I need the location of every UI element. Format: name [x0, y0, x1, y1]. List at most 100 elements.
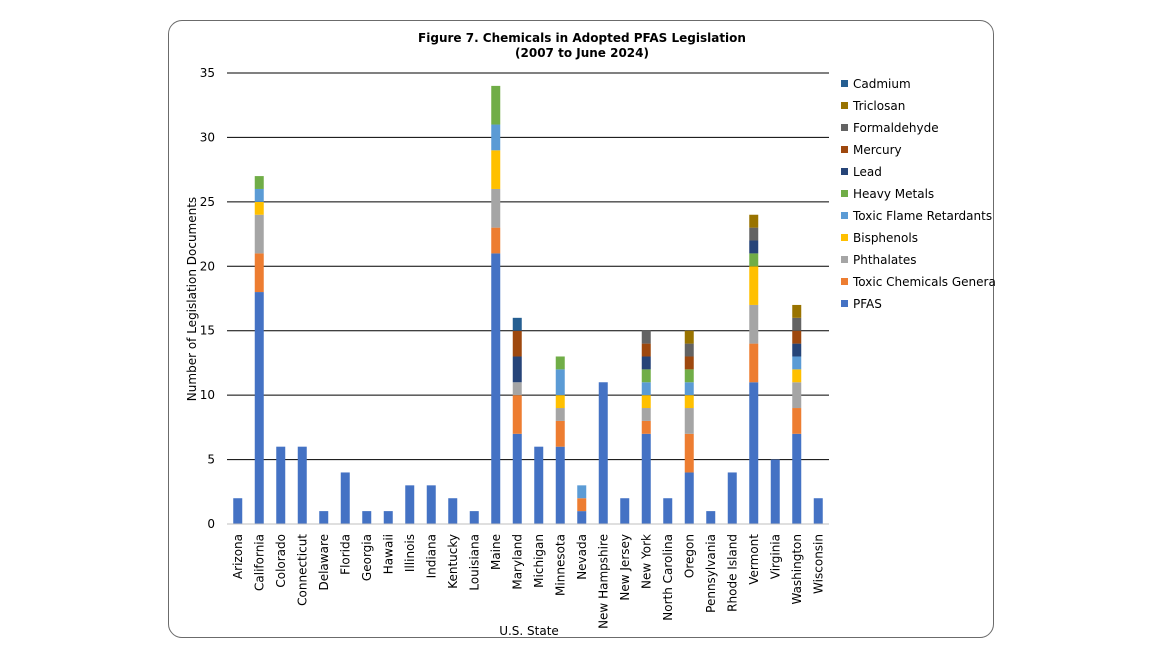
bar-segment [684, 408, 694, 434]
bar-segment [749, 240, 759, 254]
bar-segment [555, 420, 565, 447]
y-tick-label: 25 [200, 195, 215, 209]
bar-segment [534, 446, 544, 524]
bar-segment [555, 356, 565, 370]
legend-label: Formaldehyde [853, 121, 939, 135]
x-tick-label: Maine [489, 534, 503, 570]
bar-segment [641, 382, 651, 396]
legend: Cadmium Triclosan Formaldehyde Mercury Lead H… [841, 77, 995, 311]
bar-segment [555, 446, 565, 524]
x-axis-ticks: Arizona California Colorado Connecticut Dela… [231, 534, 826, 629]
bar-segment [727, 472, 737, 524]
bars [233, 85, 823, 524]
bar-segment [254, 292, 264, 524]
legend-swatch [841, 80, 848, 87]
bar-segment [512, 330, 522, 357]
bar-segment [491, 227, 501, 254]
bar-segment [577, 485, 587, 499]
bar-segment [792, 317, 802, 331]
x-tick-label: Vermont [747, 534, 761, 585]
bar-segment [792, 330, 802, 344]
bar-segment [813, 498, 823, 524]
bar-segment [577, 511, 587, 524]
bar-segment [749, 304, 759, 344]
stacked-bar-chart: Figure 7. Chemicals in Adopted PFAS Legi… [185, 31, 995, 638]
bar-segment [792, 304, 802, 318]
bar-segment [749, 382, 759, 524]
y-tick-label: 20 [200, 259, 215, 273]
bar-segment [792, 433, 802, 524]
x-tick-label: Delaware [317, 534, 331, 591]
y-tick-label: 0 [207, 517, 215, 531]
legend-label: PFAS [853, 297, 882, 311]
bar-segment [448, 498, 458, 524]
bar-segment [749, 266, 759, 305]
x-tick-label: Pennsylvania [704, 534, 718, 613]
bar-segment [491, 150, 501, 189]
x-tick-label: Louisiana [467, 534, 481, 591]
bar-segment [297, 446, 307, 524]
bar-segment [405, 485, 415, 524]
bar-segment [555, 369, 565, 396]
x-tick-label: Kentucky [446, 534, 460, 589]
legend-label: Bisphenols [853, 231, 918, 245]
y-axis-title: Number of Legislation Documents [185, 197, 199, 401]
x-tick-label: Maryland [510, 534, 524, 590]
bar-segment [491, 85, 501, 125]
legend-swatch [841, 190, 848, 197]
x-tick-label: North Carolina [661, 534, 675, 621]
legend-label: Lead [853, 165, 882, 179]
y-tick-label: 10 [200, 388, 215, 402]
legend-label: Heavy Metals [853, 187, 934, 201]
x-tick-label: Hawaii [381, 534, 395, 574]
bar-segment [770, 459, 780, 524]
legend-swatch [841, 168, 848, 175]
bar-segment [684, 433, 694, 473]
bar-segment [362, 511, 372, 524]
x-tick-label: Georgia [360, 534, 374, 581]
bar-segment [426, 485, 436, 524]
x-tick-label: Arizona [231, 534, 245, 579]
legend-label: Phthalates [853, 253, 917, 267]
legend-swatch [841, 102, 848, 109]
legend-swatch [841, 146, 848, 153]
bar-segment [491, 124, 501, 151]
bar-segment [749, 214, 759, 228]
x-tick-label: New York [639, 534, 653, 589]
y-tick-label: 35 [200, 66, 215, 80]
chart-title: Figure 7. Chemicals in Adopted PFAS Legi… [418, 31, 746, 45]
bar-segment [383, 511, 393, 524]
legend-swatch [841, 234, 848, 241]
bar-segment [706, 511, 716, 524]
bar-segment [555, 395, 565, 409]
bar-segment [684, 369, 694, 383]
gridlines [227, 72, 829, 461]
x-tick-label: Indiana [424, 534, 438, 578]
x-tick-label: Colorado [274, 534, 288, 588]
x-tick-label: Minnesota [553, 534, 567, 596]
legend-swatch [841, 212, 848, 219]
bar-segment [641, 369, 651, 383]
legend-swatch [841, 124, 848, 131]
bar-segment [641, 408, 651, 421]
bar-segment [684, 343, 694, 357]
bar-segment [276, 446, 286, 524]
x-tick-label: Florida [338, 534, 352, 575]
bar-segment [792, 343, 802, 357]
bar-segment [792, 382, 802, 409]
bar-segment [512, 382, 522, 396]
legend-swatch [841, 256, 848, 263]
x-tick-label: Rhode Island [725, 534, 739, 612]
bar-segment [512, 356, 522, 383]
y-tick-label: 5 [207, 453, 215, 467]
bar-segment [641, 420, 651, 434]
bar-segment [469, 511, 479, 524]
x-tick-label: California [252, 534, 266, 591]
bar-segment [684, 395, 694, 409]
bar-segment [254, 176, 264, 189]
bar-segment [512, 317, 522, 331]
bar-segment [512, 395, 522, 434]
bar-segment [491, 253, 501, 524]
legend-swatch [841, 278, 848, 285]
bar-segment [749, 253, 759, 267]
